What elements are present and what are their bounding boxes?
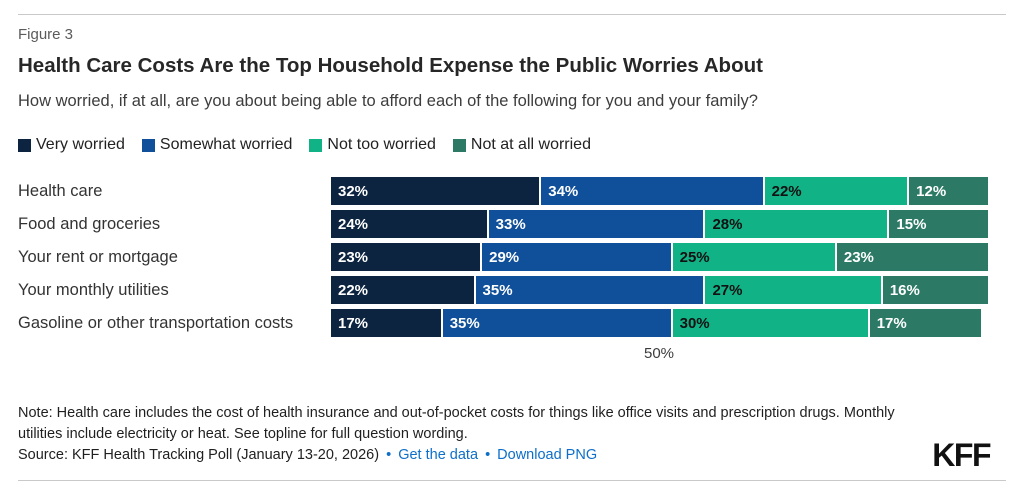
separator-dot: •: [386, 447, 392, 463]
source-line: Source: KFF Health Tracking Poll (Januar…: [18, 447, 597, 463]
category-label: Food and groceries: [18, 215, 161, 233]
bar-track: 22% 35% 27% 16%: [331, 276, 988, 304]
legend-label: Not at all worried: [470, 136, 591, 153]
bar-value-label: 12%: [916, 182, 947, 200]
legend-label: Very worried: [36, 136, 125, 153]
category-label: Your rent or mortgage: [18, 248, 178, 266]
note-text: Note: Health care includes the cost of h…: [18, 405, 895, 442]
bar-segment: 23%: [836, 243, 988, 271]
bar-value-label: 23%: [338, 248, 369, 266]
bar-value-label: 25%: [679, 248, 710, 266]
bar-value-label: 32%: [338, 182, 369, 200]
kff-logo[interactable]: KFF: [932, 437, 991, 473]
bar-track: 17% 35% 30% 17%: [331, 309, 988, 337]
bar-value-label: 17%: [876, 314, 907, 332]
bar-segment: 32%: [331, 177, 542, 205]
legend-item: Somewhat worried: [141, 136, 293, 154]
bar-row: Food and groceries 24% 33% 28% 15%: [18, 210, 988, 238]
bar-value-label: 15%: [896, 215, 927, 233]
bar-value-label: 27%: [712, 281, 743, 299]
x-axis-tick-50: 50%: [643, 345, 675, 362]
bar-track: 24% 33% 28% 15%: [331, 210, 988, 238]
legend-item: Not too worried: [309, 136, 436, 154]
bar-segment: 34%: [541, 177, 765, 205]
bar-value-label: 24%: [338, 215, 369, 233]
bar-segment: 28%: [705, 210, 890, 238]
bar-segment: 22%: [764, 177, 910, 205]
bar-segment: 25%: [672, 243, 837, 271]
bar-segment: 35%: [475, 276, 706, 304]
category-label: Gasoline or other transportation costs: [18, 314, 294, 332]
bar-segment: 15%: [889, 210, 988, 238]
bar-value-label: 29%: [489, 248, 520, 266]
bar-value-label: 23%: [843, 248, 874, 266]
bar-value-label: 28%: [712, 215, 743, 233]
category-label: Your monthly utilities: [18, 281, 169, 299]
bar-value-label: 30%: [679, 314, 710, 332]
separator-dot: •: [485, 447, 491, 463]
page-title: Health Care Costs Are the Top Household …: [18, 54, 763, 77]
legend-item: Very worried: [18, 136, 125, 154]
bar-segment: 16%: [882, 276, 988, 304]
bar-value-label: 22%: [338, 281, 369, 299]
figure-label: Figure 3: [18, 26, 74, 43]
bar-value-label: 33%: [495, 215, 526, 233]
bar-value-label: 17%: [338, 314, 369, 332]
legend-swatch: [141, 138, 155, 152]
legend-swatch: [18, 138, 31, 152]
legend-label: Somewhat worried: [159, 136, 293, 153]
bar-value-label: 35%: [449, 314, 480, 332]
chart-subtitle: How worried, if at all, are you about be…: [18, 92, 758, 110]
bar-segment: 17%: [869, 309, 982, 337]
bottom-divider: [18, 480, 1006, 481]
bar-segment: 33%: [488, 210, 706, 238]
legend-label: Not too worried: [327, 136, 436, 153]
bar-row: Health care 32% 34% 22% 12%: [18, 177, 988, 205]
bar-row: Gasoline or other transportation costs 17…: [18, 309, 988, 337]
legend: Very worried Somewhat worried Not too worr…: [18, 136, 591, 154]
chart-rows: Health care 32% 34% 22% 12% Food and grocerie…: [18, 177, 988, 342]
bar-segment: 17%: [331, 309, 443, 337]
legend-swatch: [309, 138, 323, 152]
get-the-data-link[interactable]: Get the data: [398, 447, 479, 463]
bar-segment: 12%: [909, 177, 988, 205]
download-png-link[interactable]: Download PNG: [497, 447, 598, 463]
bar-segment: 27%: [705, 276, 883, 304]
bar-segment: 30%: [672, 309, 870, 337]
bar-segment: 29%: [482, 243, 673, 271]
legend-item: Not at all worried: [452, 136, 591, 154]
bar-value-label: 34%: [548, 182, 579, 200]
bar-value-label: 35%: [482, 281, 513, 299]
source-text: Source: KFF Health Tracking Poll (Januar…: [18, 447, 380, 463]
bar-track: 32% 34% 22% 12%: [331, 177, 988, 205]
top-divider: [18, 14, 1006, 15]
bar-segment: 23%: [331, 243, 483, 271]
bar-segment: 35%: [442, 309, 673, 337]
bar-segment: 22%: [331, 276, 476, 304]
legend-swatch: [452, 138, 466, 152]
bar-row: Your rent or mortgage 23% 29% 25% 23%: [18, 243, 988, 271]
bar-value-label: 22%: [771, 182, 802, 200]
category-label: Health care: [18, 182, 103, 200]
bar-segment: 24%: [331, 210, 489, 238]
bar-value-label: 16%: [889, 281, 920, 299]
bar-row: Your monthly utilities 22% 35% 27% 16%: [18, 276, 988, 304]
bar-track: 23% 29% 25% 23%: [331, 243, 988, 271]
